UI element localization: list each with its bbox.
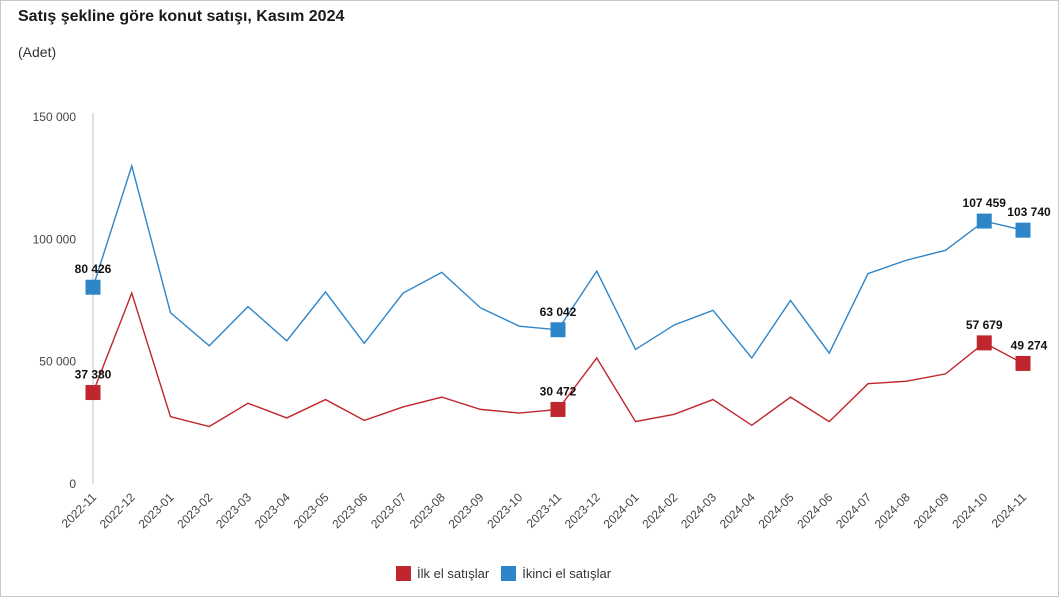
x-tick-label: 2023-02 <box>174 490 215 531</box>
data-point-ikinci-el <box>673 324 675 326</box>
x-tick-label: 2023-03 <box>213 490 254 531</box>
data-point-ikinci-el <box>479 307 481 309</box>
marker-ikinci-el <box>1015 222 1031 238</box>
data-point-ikinci-el <box>944 249 946 251</box>
data-point-ilk-el <box>247 402 249 404</box>
data-point-ilk-el <box>131 292 133 294</box>
data-point-ilk-el <box>441 396 443 398</box>
data-point-ikinci-el <box>208 345 210 347</box>
x-tick-label: 2024-08 <box>872 490 913 531</box>
data-point-ilk-el <box>712 398 714 400</box>
data-point-ikinci-el <box>906 259 908 261</box>
data-point-ilk-el <box>324 398 326 400</box>
data-point-ikinci-el <box>867 272 869 274</box>
data-label-ikinci-el: 63 042 <box>540 305 577 319</box>
data-point-ikinci-el <box>402 292 404 294</box>
data-point-ilk-el <box>169 416 171 418</box>
data-point-ikinci-el <box>247 305 249 307</box>
x-tick-label: 2023-04 <box>252 490 293 531</box>
marker-ilk-el <box>550 401 566 417</box>
data-point-ilk-el <box>286 417 288 419</box>
y-tick-label: 100 000 <box>33 232 77 246</box>
data-point-ilk-el <box>673 413 675 415</box>
x-tick-label: 2024-02 <box>639 490 680 531</box>
x-tick-label: 2024-01 <box>601 490 642 531</box>
marker-ilk-el <box>976 335 992 351</box>
x-tick-label: 2023-07 <box>368 490 409 531</box>
data-point-ikinci-el <box>441 271 443 273</box>
legend-label-ikinci-el: İkinci el satışlar <box>522 566 612 581</box>
data-point-ikinci-el <box>324 291 326 293</box>
data-point-ikinci-el <box>828 352 830 354</box>
data-point-ikinci-el <box>751 357 753 359</box>
data-point-ikinci-el <box>131 165 133 167</box>
x-tick-label: 2023-08 <box>407 490 448 531</box>
data-point-ilk-el <box>634 420 636 422</box>
x-tick-label: 2022-12 <box>97 490 138 531</box>
x-tick-label: 2024-03 <box>678 490 719 531</box>
marker-ilk-el <box>1015 355 1031 371</box>
data-point-ilk-el <box>828 420 830 422</box>
y-tick-label: 50 000 <box>39 355 76 369</box>
data-point-ilk-el <box>944 373 946 375</box>
data-point-ikinci-el <box>789 299 791 301</box>
chart-title: Satış şekline göre konut satışı, Kasım 2… <box>18 8 345 25</box>
legend-label-ilk-el: İlk el satışlar <box>417 566 490 581</box>
x-tick-label: 2023-01 <box>136 490 177 531</box>
x-tick-label: 2024-07 <box>833 490 874 531</box>
data-point-ilk-el <box>479 408 481 410</box>
x-tick-label: 2023-12 <box>562 490 603 531</box>
data-point-ikinci-el <box>169 312 171 314</box>
x-tick-label: 2024-04 <box>717 490 758 531</box>
data-label-ilk-el: 30 472 <box>540 384 577 398</box>
legend-swatch-ikinci-el <box>501 566 517 581</box>
data-point-ikinci-el <box>286 340 288 342</box>
marker-ikinci-el <box>976 213 992 229</box>
data-label-ilk-el: 37 380 <box>75 368 112 382</box>
data-label-ilk-el: 57 679 <box>966 318 1003 332</box>
x-tick-label: 2023-10 <box>484 490 525 531</box>
data-point-ikinci-el <box>363 342 365 344</box>
data-point-ilk-el <box>402 406 404 408</box>
data-point-ikinci-el <box>712 309 714 311</box>
data-point-ikinci-el <box>518 325 520 327</box>
chart-subtitle: (Adet) <box>18 44 57 60</box>
data-point-ilk-el <box>867 382 869 384</box>
x-tick-label: 2023-05 <box>291 490 332 531</box>
data-label-ikinci-el: 103 740 <box>1007 205 1051 219</box>
y-tick-label: 0 <box>69 477 76 491</box>
x-tick-label: 2023-11 <box>524 490 565 531</box>
x-tick-label: 2022-11 <box>59 490 100 531</box>
data-point-ilk-el <box>751 424 753 426</box>
data-label-ikinci-el: 107 459 <box>963 196 1007 210</box>
legend-swatch-ilk-el <box>396 566 411 581</box>
data-point-ilk-el <box>789 396 791 398</box>
data-label-ilk-el: 49 274 <box>1011 338 1048 352</box>
legend-item-ikinci-el: İkinci el satışlar <box>501 566 611 581</box>
data-label-ikinci-el: 80 426 <box>75 262 112 276</box>
marker-ikinci-el <box>85 279 101 295</box>
data-point-ikinci-el <box>596 270 598 272</box>
x-tick-label: 2024-10 <box>949 490 990 531</box>
marker-ilk-el <box>85 385 101 401</box>
marker-ikinci-el <box>550 322 566 338</box>
x-tick-label: 2024-09 <box>911 490 952 531</box>
data-point-ilk-el <box>208 425 210 427</box>
legend-item-ilk-el: İlk el satışlar <box>396 566 489 581</box>
data-point-ikinci-el <box>634 348 636 350</box>
chart-legend: İlk el satışlar İkinci el satışlar <box>396 566 617 581</box>
x-tick-label: 2023-06 <box>329 490 370 531</box>
x-tick-label: 2023-09 <box>446 490 487 531</box>
data-point-ilk-el <box>363 419 365 421</box>
x-tick-label: 2024-06 <box>794 490 835 531</box>
data-point-ilk-el <box>518 412 520 414</box>
data-point-ilk-el <box>596 357 598 359</box>
x-tick-label: 2024-11 <box>989 490 1030 531</box>
y-tick-label: 150 000 <box>33 110 77 124</box>
x-tick-label: 2024-05 <box>756 490 797 531</box>
data-point-ilk-el <box>906 380 908 382</box>
